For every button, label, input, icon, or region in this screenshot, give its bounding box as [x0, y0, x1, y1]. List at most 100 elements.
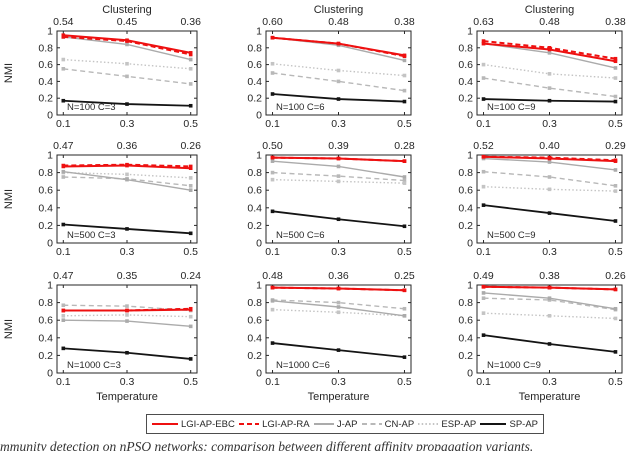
y-tick-label: 0.4 [247, 332, 262, 344]
series-marker-lgi-ap-ebc [188, 307, 193, 312]
y-tick-label: 0.8 [458, 297, 473, 309]
series-marker-lgi-ap-ebc [402, 288, 407, 293]
legend-item-sp-ap: SP-AP [480, 419, 538, 430]
series-marker-sp-ap [547, 211, 552, 215]
y-tick-label: 0.8 [247, 297, 262, 309]
y-tick-label: 0.2 [38, 350, 53, 362]
series-marker-cn-ap [547, 86, 552, 90]
series-marker-esp-ap [61, 57, 66, 62]
series-marker-cn-ap [270, 170, 275, 175]
clustering-tick-label: 0.47 [53, 270, 74, 282]
series-marker-sp-ap [613, 219, 618, 223]
series-marker-esp-ap [481, 311, 486, 315]
clustering-tick-label: 0.49 [473, 270, 494, 282]
x-tick-label: 0.3 [331, 118, 346, 130]
clustering-tick-label: 0.36 [117, 140, 138, 152]
series-marker-lgi-ap-ebc [336, 41, 341, 46]
y-tick-label: 0 [256, 368, 262, 380]
legend-item-cn-ap: CN-AP [361, 419, 414, 430]
series-marker-esp-ap [613, 316, 618, 321]
legend-line-sample-icon [480, 423, 507, 425]
y-tick-label: 0.6 [247, 59, 262, 71]
x-tick-label: 0.5 [608, 118, 623, 130]
legend-line-sample-icon [361, 423, 382, 425]
series-marker-cn-ap [402, 88, 407, 93]
y-tick-label: 0.2 [458, 93, 473, 105]
clustering-tick-label: 0.24 [180, 270, 201, 282]
y-tick-label: 0 [47, 110, 53, 122]
series-marker-j-ap [336, 164, 341, 169]
series-line-cn-ap [483, 77, 616, 98]
temperature-axis-title: Temperature [519, 391, 581, 403]
y-tick-label: 0.6 [38, 315, 53, 327]
y-tick-label: 0.6 [458, 315, 473, 327]
legend-line-sample-icon [152, 423, 178, 425]
y-tick-label: 0.6 [247, 315, 262, 327]
series-marker-lgi-ap-ra [613, 56, 618, 61]
clustering-axis-title: Clustering [314, 4, 364, 16]
series-marker-cn-ap [481, 76, 486, 80]
temperature-axis-title: Temperature [308, 391, 370, 403]
series-marker-lgi-ap-ebc [270, 155, 275, 160]
series-marker-sp-ap [61, 222, 66, 227]
y-tick-label: 0.4 [458, 76, 473, 88]
series-marker-esp-ap [270, 177, 275, 182]
clustering-tick-label: 0.54 [53, 16, 74, 28]
series-marker-j-ap [188, 188, 193, 192]
y-tick-label: 0 [467, 238, 473, 250]
series-line-cn-ap [483, 297, 616, 311]
x-tick-label: 0.3 [542, 118, 557, 130]
series-marker-sp-ap [481, 97, 486, 101]
series-marker-sp-ap [61, 98, 66, 103]
x-tick-label: 0.1 [265, 246, 280, 258]
series-marker-esp-ap [402, 73, 407, 78]
series-marker-cn-ap [188, 184, 193, 188]
series-marker-lgi-ap-ebc [613, 59, 618, 64]
series-marker-lgi-ap-ebc [61, 308, 66, 313]
series-marker-esp-ap [188, 176, 193, 180]
y-tick-label: 0.8 [458, 42, 473, 54]
series-marker-sp-ap [402, 224, 407, 229]
series-marker-esp-ap [613, 189, 618, 193]
series-line-j-ap [272, 37, 405, 62]
plot-annotation: N=1000 C=9 [487, 360, 541, 371]
y-tick-label: 1 [467, 150, 473, 162]
y-tick-label: 0.4 [247, 76, 262, 88]
y-tick-label: 0 [256, 238, 262, 250]
series-marker-esp-ap [270, 61, 275, 66]
figure-caption: mmunity detection on nPSO networks: comp… [0, 439, 534, 451]
series-marker-lgi-ap-ebc [336, 156, 341, 161]
y-tick-label: 0 [467, 110, 473, 122]
clustering-tick-label: 0.52 [473, 140, 494, 152]
clustering-tick-label: 0.38 [539, 270, 560, 282]
x-tick-label: 0.5 [608, 376, 623, 388]
series-marker-cn-ap [61, 175, 66, 179]
series-marker-esp-ap [188, 67, 193, 71]
series-marker-cn-ap [61, 67, 66, 71]
legend-item-lgi-ap-ra: LGI-AP-RA [239, 419, 310, 430]
series-marker-sp-ap [481, 203, 486, 207]
y-tick-label: 0.4 [38, 332, 53, 344]
series-marker-esp-ap [547, 314, 552, 318]
series-line-lgi-ap-ra [63, 163, 191, 168]
series-marker-cn-ap [402, 306, 407, 311]
series-marker-cn-ap [125, 304, 129, 308]
x-tick-label: 0.3 [120, 376, 135, 388]
series-marker-sp-ap [270, 209, 275, 214]
x-tick-label: 0.3 [331, 376, 346, 388]
series-marker-esp-ap [481, 62, 486, 67]
y-tick-label: 0.8 [38, 167, 53, 179]
series-line-esp-ap [483, 63, 616, 79]
series-marker-lgi-ap-ebc [125, 308, 129, 313]
series-marker-j-ap [402, 175, 407, 179]
clustering-tick-label: 0.26 [605, 270, 626, 282]
series-marker-sp-ap [481, 333, 486, 337]
series-marker-j-ap [61, 318, 66, 322]
clustering-tick-label: 0.25 [394, 270, 415, 282]
clustering-tick-label: 0.63 [473, 16, 494, 28]
series-line-cn-ap [483, 171, 616, 187]
y-tick-label: 1 [47, 26, 53, 38]
series-marker-cn-ap [61, 303, 66, 308]
y-tick-label: 0.6 [458, 185, 473, 197]
series-marker-j-ap [402, 314, 407, 318]
